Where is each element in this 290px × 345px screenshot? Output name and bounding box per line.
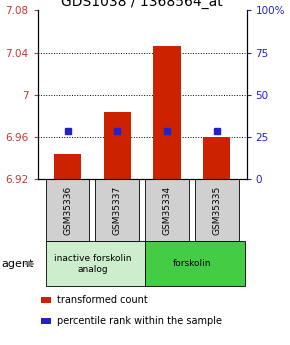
Text: GSM35335: GSM35335 <box>212 186 221 235</box>
Text: agent: agent <box>1 259 34 269</box>
Text: GSM35337: GSM35337 <box>113 186 122 235</box>
Bar <box>145 179 189 242</box>
Bar <box>153 46 181 179</box>
Bar <box>46 179 89 242</box>
Text: percentile rank within the sample: percentile rank within the sample <box>57 316 222 326</box>
Bar <box>54 154 81 179</box>
Text: GSM35334: GSM35334 <box>162 186 171 235</box>
Bar <box>46 241 145 286</box>
Bar <box>95 179 139 242</box>
Title: GDS1038 / 1368564_at: GDS1038 / 1368564_at <box>61 0 223 9</box>
Bar <box>145 241 244 286</box>
Bar <box>195 179 239 242</box>
Text: inactive forskolin
analog: inactive forskolin analog <box>54 254 131 274</box>
Text: forskolin: forskolin <box>173 259 211 268</box>
Bar <box>203 137 230 179</box>
Bar <box>104 112 131 179</box>
Text: transformed count: transformed count <box>57 295 148 305</box>
Text: GSM35336: GSM35336 <box>63 186 72 235</box>
